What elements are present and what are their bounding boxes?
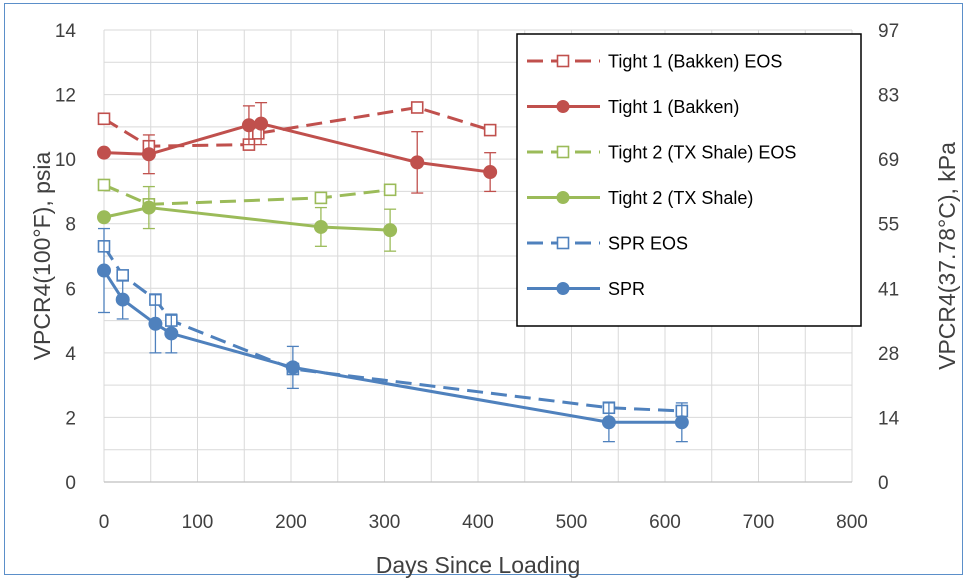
legend-entry-4: Tight 2 (TX Shale)	[527, 188, 753, 208]
legend-entry-1: Tight 1 (Bakken) EOS	[527, 52, 782, 72]
y2-tick-label: 55	[878, 215, 899, 236]
y-tick-label: 14	[55, 21, 77, 42]
y2-tick-label: 41	[878, 279, 899, 300]
legend-entry-3: Tight 2 (TX Shale) EOS	[527, 143, 796, 163]
y2-tick-label: 83	[878, 86, 899, 107]
legend-label: Tight 1 (Bakken) EOS	[608, 52, 782, 72]
y2-tick-label: 28	[878, 344, 899, 365]
data-point	[674, 415, 689, 430]
legend-entry-5: SPR EOS	[527, 234, 688, 254]
data-point	[148, 316, 163, 331]
series-marks	[97, 101, 689, 443]
series-4	[97, 185, 398, 252]
x-tick-label: 100	[182, 512, 214, 533]
data-point	[115, 292, 130, 307]
data-point	[141, 147, 156, 162]
legend-marker	[556, 236, 570, 250]
series-line	[103, 206, 391, 232]
legend-entry-2: Tight 1 (Bakken)	[527, 97, 739, 117]
y2-tick-label: 0	[878, 473, 889, 494]
y2-tick-label: 69	[878, 150, 899, 171]
legend-label: Tight 1 (Bakken)	[608, 97, 739, 117]
series-6	[97, 227, 689, 443]
x-tick-label: 500	[556, 512, 588, 533]
x-axis-title: Days Since Loading	[376, 552, 581, 578]
data-point	[313, 219, 328, 234]
legend: Tight 1 (Bakken) EOS Tight 1 (Bakken) Tigh…	[516, 33, 862, 327]
legend-entry-6: SPR	[527, 279, 645, 299]
x-tick-label: 200	[275, 512, 307, 533]
data-point	[97, 112, 111, 126]
y-tick-label: 2	[65, 408, 76, 429]
legend-label: SPR	[608, 279, 645, 299]
data-point	[410, 155, 425, 170]
x-tick-label: 400	[462, 512, 494, 533]
y-tick-label: 10	[55, 150, 76, 171]
y-tick-label: 0	[65, 473, 76, 494]
y-axis-title: VPCR4(100°F), psia	[29, 151, 55, 360]
data-point	[483, 123, 497, 137]
data-point	[483, 165, 498, 180]
y2-axis-title: VPCR4(37.78°C), kPa	[934, 142, 960, 370]
legend-label: Tight 2 (TX Shale)	[608, 188, 753, 208]
x-tick-label: 0	[99, 512, 110, 533]
data-point	[285, 360, 300, 375]
y-tick-label: 4	[65, 344, 76, 365]
data-point	[254, 116, 269, 131]
data-point	[383, 183, 397, 197]
legend-marker	[556, 145, 570, 159]
data-point	[410, 101, 424, 114]
series-2	[97, 101, 498, 194]
series-line	[103, 183, 391, 206]
x-tick-label: 600	[649, 512, 681, 533]
data-point	[116, 269, 129, 282]
y-tick-label: 12	[55, 86, 76, 107]
legend-box	[516, 33, 862, 327]
y2-tick-label: 14	[878, 408, 900, 429]
data-point	[97, 178, 111, 192]
data-point	[601, 415, 616, 430]
axes: 0 100 200 300 400 500 600 700 800 0 2 4 6 8 10 12 14 0 14 2…	[55, 21, 900, 533]
data-point	[383, 223, 398, 238]
data-point	[241, 118, 256, 133]
x-tick-label: 300	[369, 512, 401, 533]
data-point	[97, 263, 111, 278]
data-point	[141, 200, 156, 215]
data-point	[97, 210, 111, 225]
x-tick-label: 800	[836, 512, 868, 533]
legend-marker	[556, 191, 570, 204]
y-tick-label: 6	[65, 279, 76, 300]
legend-marker	[556, 54, 570, 68]
legend-marker	[556, 100, 570, 113]
y2-tick-label: 97	[878, 21, 899, 42]
legend-marker	[556, 282, 570, 295]
data-point	[164, 326, 179, 341]
x-tick-label: 700	[743, 512, 775, 533]
legend-label: Tight 2 (TX Shale) EOS	[608, 143, 796, 163]
data-point	[97, 145, 111, 160]
data-point	[314, 191, 328, 205]
y-tick-label: 8	[65, 215, 76, 236]
legend-label: SPR EOS	[608, 234, 688, 254]
